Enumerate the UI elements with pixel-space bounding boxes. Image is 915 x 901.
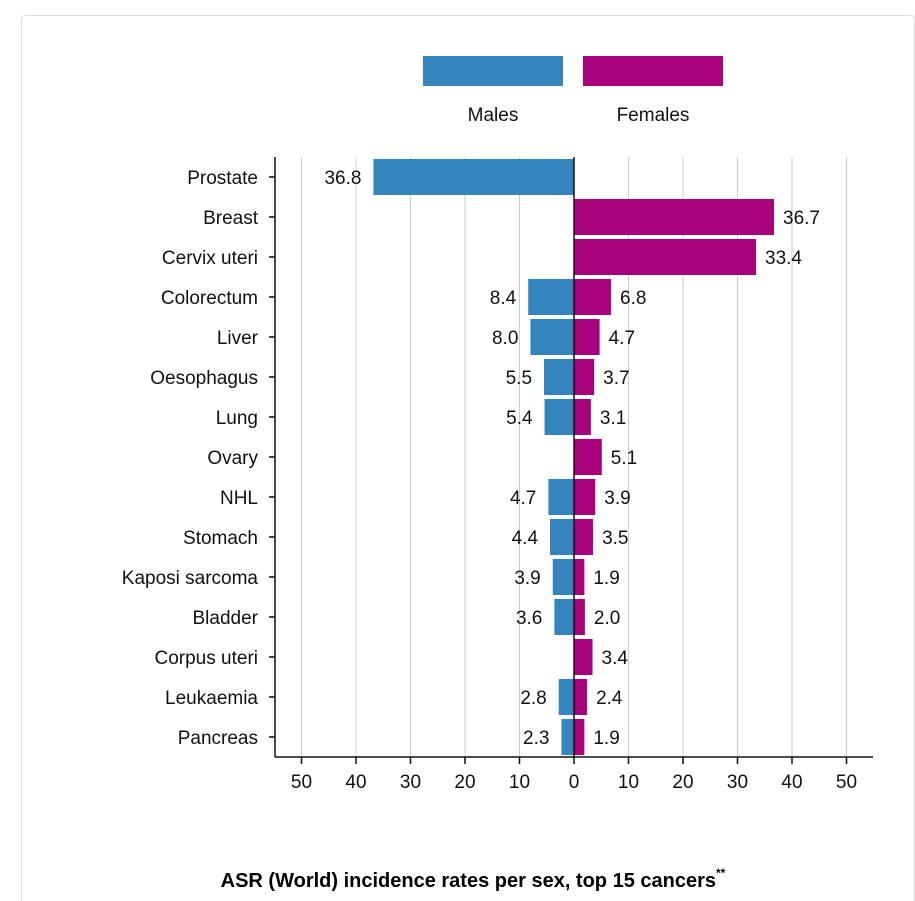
bar-males: [544, 399, 574, 435]
bar-males: [554, 599, 574, 635]
value-label-females: 36.7: [783, 208, 820, 229]
bar-males: [550, 519, 574, 555]
bar-females: [574, 639, 593, 675]
bar-females: [574, 719, 585, 755]
value-label-males: 2.3: [523, 728, 549, 749]
bar-males: [552, 559, 574, 595]
bar-females: [574, 479, 596, 515]
category-label: Breast: [203, 208, 259, 229]
x-tick-label: 10: [509, 772, 530, 793]
legend-swatch-females: [583, 56, 723, 86]
x-tick-label: 30: [400, 772, 421, 793]
bar-females: [574, 199, 775, 235]
category-label: Prostate: [187, 168, 258, 189]
x-tick-label: 40: [781, 772, 802, 793]
category-label: Liver: [217, 328, 259, 349]
bar-males: [528, 279, 574, 315]
category-label: Colorectum: [161, 288, 258, 309]
value-label-females: 3.5: [602, 528, 628, 549]
value-label-females: 2.4: [596, 688, 623, 709]
bar-females: [574, 439, 602, 475]
category-labels: Prostate Breast Cervix uteri Colorectum Live…: [122, 168, 259, 749]
x-tick-label: 50: [291, 772, 312, 793]
value-label-males: 5.4: [506, 408, 533, 429]
category-label: Leukaemia: [165, 688, 258, 709]
value-label-females: 3.4: [602, 648, 629, 669]
bar-females: [574, 319, 600, 355]
category-label: Pancreas: [178, 728, 258, 749]
value-label-males: 3.9: [514, 568, 540, 589]
value-label-females: 33.4: [765, 248, 802, 269]
value-label-females: 3.9: [604, 488, 630, 509]
value-label-males: 36.8: [324, 168, 361, 189]
chart-title-text: ASR (World) incidence rates per sex, top…: [221, 870, 716, 892]
legend-label-females: Females: [617, 105, 690, 126]
chart-title-superscript: **: [716, 866, 726, 880]
value-label-females: 2.0: [594, 608, 620, 629]
value-label-males: 5.5: [506, 368, 532, 389]
x-tick-label: 0: [569, 772, 580, 793]
value-label-males: 3.6: [516, 608, 542, 629]
legend-label-males: Males: [468, 105, 519, 126]
value-label-females: 5.1: [611, 448, 637, 469]
x-tick-label: 20: [672, 772, 693, 793]
value-label-females: 3.1: [600, 408, 626, 429]
x-tick-label: 10: [618, 772, 639, 793]
bar-females: [574, 679, 588, 715]
value-label-males: 2.8: [520, 688, 546, 709]
category-label: Bladder: [193, 608, 259, 629]
value-label-females: 4.7: [609, 328, 635, 349]
legend: Males Females: [423, 56, 723, 126]
legend-swatch-males: [423, 56, 563, 86]
category-label: NHL: [220, 488, 258, 509]
value-label-males: 8.4: [490, 288, 517, 309]
category-label: Lung: [216, 408, 258, 429]
bar-males: [373, 159, 574, 195]
category-label: Ovary: [207, 448, 258, 469]
value-label-females: 6.8: [620, 288, 646, 309]
x-tick-label: 20: [454, 772, 475, 793]
bar-females: [574, 519, 594, 555]
category-label: Cervix uteri: [162, 248, 258, 269]
bar-females: [574, 359, 595, 395]
category-label: Oesophagus: [150, 368, 258, 389]
x-tick-label: 30: [727, 772, 748, 793]
value-label-males: 4.7: [510, 488, 536, 509]
bar-males: [558, 679, 574, 715]
value-label-females: 3.7: [603, 368, 629, 389]
category-label: Corpus uteri: [155, 648, 259, 669]
bars: [373, 159, 775, 755]
value-label-males: 8.0: [492, 328, 518, 349]
bar-females: [574, 399, 591, 435]
bar-females: [574, 239, 757, 275]
bar-males: [530, 319, 574, 355]
bar-males: [544, 359, 574, 395]
bar-males: [561, 719, 574, 755]
x-tick-labels: 50 40 30 20 10 0 10 20 30 40 50: [291, 772, 857, 793]
x-tick-label: 50: [836, 772, 857, 793]
bar-females: [574, 279, 612, 315]
bar-females: [574, 559, 585, 595]
bar-males: [548, 479, 574, 515]
value-label-females: 1.9: [593, 728, 619, 749]
value-labels: 36.8 36.7 33.4 8.4 6.8 8.0 4.7 5.5 3.7 5.4 3.1 5.1 4…: [324, 168, 820, 749]
value-label-females: 1.9: [593, 568, 619, 589]
x-tick-label: 40: [345, 772, 366, 793]
category-label: Kaposi sarcoma: [122, 568, 259, 589]
value-label-males: 4.4: [512, 528, 539, 549]
axes: [269, 157, 873, 764]
bar-females: [574, 599, 585, 635]
category-label: Stomach: [183, 528, 258, 549]
chart-title: ASR (World) incidence rates per sex, top…: [221, 866, 726, 892]
